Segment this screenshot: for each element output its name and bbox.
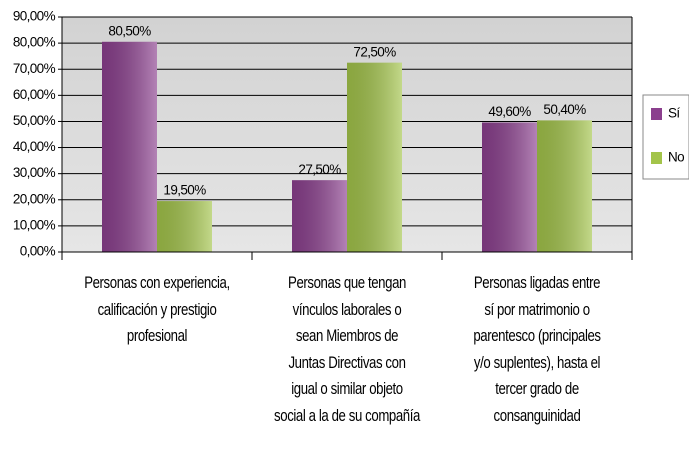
y-tick-label: 10,00% (13, 217, 56, 232)
data-label: 80,50% (108, 23, 151, 38)
y-tick-label: 80,00% (13, 35, 56, 50)
y-tick-label: 20,00% (13, 191, 56, 206)
legend-box (642, 94, 689, 180)
bar-shine (482, 122, 537, 252)
data-label: 49,60% (488, 104, 531, 119)
legend-swatch (651, 108, 662, 120)
bar-shine (102, 41, 157, 252)
data-label: 27,50% (298, 162, 341, 177)
bar-shine (347, 62, 402, 252)
y-tick-label: 50,00% (13, 113, 56, 128)
y-tick-label: 90,00% (13, 9, 56, 24)
legend-label: No (668, 150, 684, 165)
data-label: 50,40% (543, 102, 586, 117)
x-tick-label: Personas con experiencia, calificación y… (84, 274, 230, 345)
y-tick-label: 40,00% (13, 139, 56, 154)
bar-shine (537, 120, 592, 253)
y-tick-label: 30,00% (13, 165, 56, 180)
bar-shine (292, 180, 347, 252)
y-tick-label: 60,00% (13, 87, 56, 102)
legend-swatch (651, 152, 662, 164)
x-tick-label: Personas ligadas entre sí por matrimonio… (473, 274, 601, 425)
legend-label: Sí (668, 106, 680, 121)
bar-shine (157, 201, 212, 252)
x-tick-label: Personas que tengan vínculos laborales o… (274, 274, 420, 425)
data-label: 72,50% (353, 44, 396, 59)
y-tick-label: 0,00% (20, 244, 56, 259)
data-label: 19,50% (163, 183, 206, 198)
y-tick-label: 70,00% (13, 61, 56, 76)
